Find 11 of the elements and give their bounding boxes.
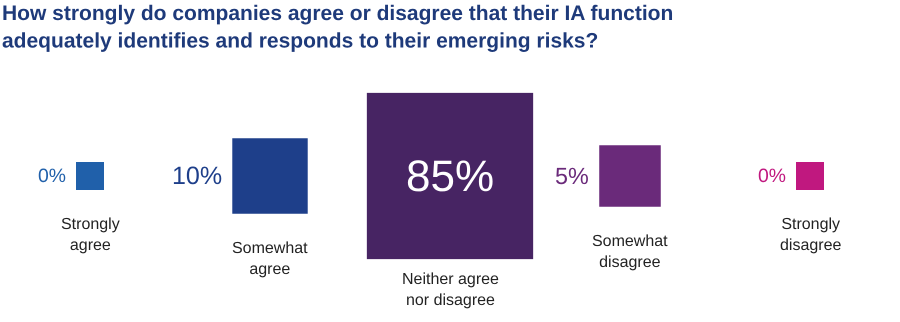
- category-label: Somewhat disagree: [592, 233, 668, 271]
- category-label: Strongly agree: [61, 216, 120, 254]
- data-label: 5%: [555, 163, 589, 189]
- category-label: Somewhat agree: [232, 240, 308, 278]
- data-label: 10%: [172, 162, 222, 190]
- data-label: 0%: [38, 165, 66, 187]
- category-label: Strongly disagree: [780, 216, 842, 254]
- text: How strongly do companies agree or disagree that their IA function adequately identifies and responds to their emerging risks?: [2, 2, 674, 52]
- category-label: Neither agree nor disagree: [402, 271, 500, 309]
- data-label: 85%: [406, 152, 494, 201]
- data-label: 0%: [758, 165, 786, 187]
